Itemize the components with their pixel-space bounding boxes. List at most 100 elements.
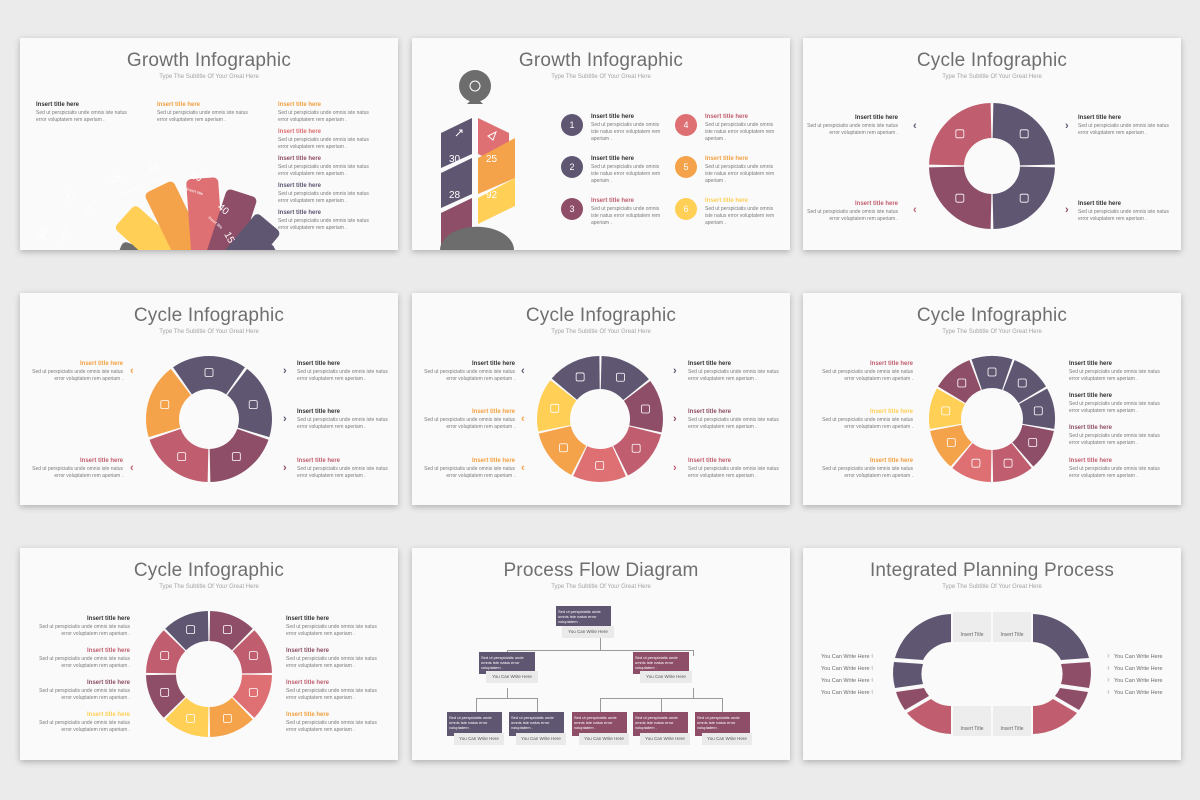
chevron-left-icon: ‹ — [871, 675, 874, 684]
text-block: Insert title here Sed ut perspiciatis un… — [1078, 201, 1173, 223]
block-body: Sed ut perspiciatis unde omnis iste natu… — [807, 123, 898, 136]
chevron-right-icon: › — [283, 462, 287, 474]
segment-icon — [222, 713, 232, 723]
block-body: Sed ut perspiciatis unde omnis iste natu… — [705, 122, 775, 142]
number-label: 3 — [569, 204, 574, 214]
fan-label: Insert title — [152, 176, 170, 182]
segment-icon — [186, 625, 196, 635]
text-block: Insert title here Sed ut perspiciatis un… — [818, 409, 913, 431]
chevron-right-icon: › — [673, 462, 677, 474]
leaf-value: 92 — [486, 190, 498, 201]
write-here-item: You Can Write Here — [1114, 690, 1163, 696]
loop-segment — [895, 614, 951, 660]
flow-box[interactable]: Sed ut perspiciatis unde omnis iste natu… — [556, 606, 611, 626]
slide-cycle-4[interactable]: Cycle Infographic Type The Subtitle Of Y… — [803, 38, 1181, 250]
segment-icon — [222, 625, 232, 635]
block-body: Sed ut perspiciatis unde omnis iste natu… — [1078, 123, 1169, 136]
ring-segment — [1019, 388, 1055, 429]
block-title: Insert title here — [286, 616, 330, 622]
block-body: Sed ut perspiciatis unde omnis iste natu… — [286, 624, 377, 637]
insert-tile[interactable]: Insert Title — [953, 612, 991, 642]
ring-segment — [1003, 360, 1047, 404]
insert-tile[interactable]: Insert Title — [993, 612, 1031, 642]
block-title: Insert title here — [86, 648, 130, 654]
text-block: Insert title here Sed ut perspiciatis un… — [35, 648, 130, 670]
fan-value: 15 — [221, 230, 236, 245]
block-body: Sed ut perspiciatis unde omnis iste natu… — [39, 720, 130, 733]
flow-box[interactable]: Sed ut perspiciatis unde omnis iste natu… — [633, 712, 688, 736]
chevron-right-icon: › — [673, 365, 677, 377]
ring-segment — [173, 356, 245, 395]
slide-title: Growth Infographic — [518, 50, 684, 71]
segment-icon — [186, 713, 196, 723]
block-body: Sed ut perspiciatis unde omnis iste natu… — [278, 164, 369, 177]
fan-petal — [145, 181, 223, 250]
slide-cycle-9[interactable]: Cycle Infographic Type The Subtitle Of Y… — [803, 293, 1181, 505]
block-title: Insert title here — [297, 409, 341, 415]
flow-box[interactable]: Sed ut perspiciatis unde omnis iste natu… — [447, 712, 502, 736]
segment-icon — [955, 129, 965, 139]
block-title: Insert title here — [86, 680, 130, 686]
write-here-item: You Can Write Here — [821, 666, 870, 672]
ring-segment — [537, 380, 577, 432]
text-block: Insert title here Sed ut perspiciatis un… — [1069, 425, 1164, 447]
segment-icon — [550, 403, 560, 413]
write-here-item: You Can Write Here — [821, 654, 870, 660]
flow-box[interactable]: Sed ut perspiciatis unde omnis iste natu… — [479, 652, 535, 674]
text-block: Insert title here Sed ut perspiciatis un… — [705, 198, 777, 227]
write-here-item: You Can Write Here — [1114, 654, 1163, 660]
block-body: Sed ut perspiciatis unde omnis iste natu… — [286, 688, 377, 701]
block-title: Insert title here — [36, 102, 80, 108]
slide-cycle-7[interactable]: Cycle Infographic Type The Subtitle Of Y… — [412, 293, 790, 505]
block-body: Sed ut perspiciatis unde omnis iste natu… — [822, 466, 913, 479]
growth-fan-chart: 68 72 25 25 80 40 15 Insert title Insert… — [36, 163, 285, 250]
segment-icon — [160, 687, 170, 697]
flow-label: You Can Write Here — [640, 733, 690, 745]
slide-integrated-planning[interactable]: Integrated Planning Process Type The Sub… — [803, 548, 1181, 760]
segment-icon — [1003, 458, 1013, 468]
block-body: Sed ut perspiciatis unde omnis iste natu… — [39, 688, 130, 701]
flow-box[interactable]: Sed ut perspiciatis unde omnis iste natu… — [509, 712, 564, 736]
slide-cycle-8[interactable]: Cycle Infographic Type The Subtitle Of Y… — [20, 548, 398, 760]
slide-process-flow[interactable]: Process Flow Diagram Type The Subtitle O… — [412, 548, 790, 760]
paper-plane-icon — [487, 130, 497, 141]
text-block: Insert title here Sed ut perspiciatis un… — [286, 712, 381, 734]
flow-label: You Can Write Here — [516, 733, 566, 745]
segment-icon — [204, 368, 214, 377]
number-label: 2 — [569, 162, 574, 172]
text-block: Insert title here Sed ut perspiciatis un… — [1069, 361, 1164, 383]
flow-box[interactable]: Sed ut perspiciatis unde omnis iste natu… — [572, 712, 627, 736]
block-title: Insert title here — [591, 198, 635, 204]
connector-line — [537, 698, 538, 712]
block-body: Sed ut perspiciatis unde omnis iste natu… — [39, 656, 130, 669]
slide-subtitle: Type The Subtitle Of Your Great Here — [159, 74, 259, 80]
block-title: Insert title here — [705, 114, 749, 120]
slide-title: Cycle Infographic — [916, 50, 1068, 71]
leaf-segment — [478, 178, 515, 224]
flow-box[interactable]: Sed ut perspiciatis unde omnis iste natu… — [695, 712, 750, 736]
block-body: Sed ut perspiciatis unde omnis iste natu… — [157, 110, 248, 123]
text-block: Insert title here Sed ut perspiciatis un… — [28, 361, 123, 383]
insert-tile[interactable]: Insert Title — [993, 706, 1031, 736]
ring-segment — [209, 428, 269, 482]
text-block: Insert title here Sed ut perspiciatis un… — [35, 712, 130, 734]
ring-segment — [992, 166, 1055, 229]
block-body: Sed ut perspiciatis unde omnis iste natu… — [591, 122, 661, 142]
text-block: Insert title here Sed ut perspiciatis un… — [688, 409, 783, 431]
flow-box[interactable]: Sed ut perspiciatis unde omnis iste natu… — [633, 652, 689, 674]
block-body: Sed ut perspiciatis unde omnis iste natu… — [1069, 433, 1160, 446]
slide-cycle-5[interactable]: Cycle Infographic Type The Subtitle Of Y… — [20, 293, 398, 505]
fan-petal — [199, 214, 280, 250]
block-title: Insert title here — [591, 156, 635, 162]
slide-growth-fan[interactable]: Growth Infographic Type The Subtitle Of … — [20, 38, 398, 250]
connector-line — [693, 650, 694, 656]
slide-growth-leaf[interactable]: Growth Infographic Type The Subtitle Of … — [412, 38, 790, 250]
block-title: Insert title here — [157, 102, 201, 108]
insert-tile[interactable]: Insert Title — [953, 706, 991, 736]
text-block: Insert title here Sed ut perspiciatis un… — [591, 198, 663, 227]
block-body: Sed ut perspiciatis unde omnis iste natu… — [688, 466, 779, 479]
block-body: Sed ut perspiciatis unde omnis iste natu… — [297, 369, 388, 382]
cycle-ring — [146, 356, 272, 482]
segment-icon — [575, 372, 585, 382]
block-body: Sed ut perspiciatis unde omnis iste natu… — [1069, 466, 1160, 479]
